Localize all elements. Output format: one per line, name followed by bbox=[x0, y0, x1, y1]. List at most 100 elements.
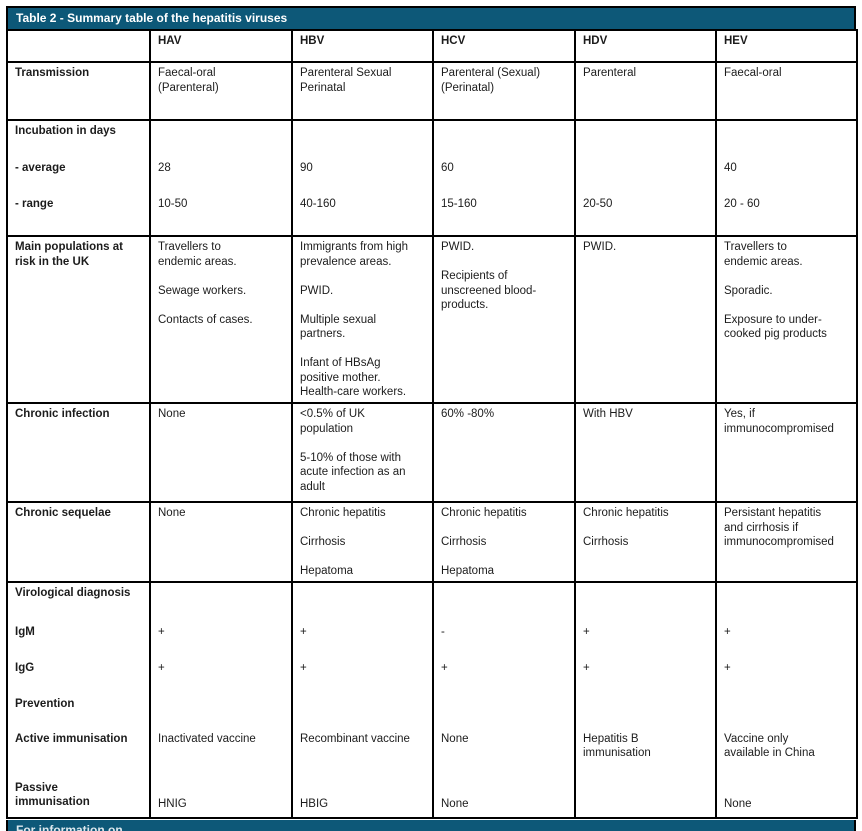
igm-hbv: + bbox=[291, 620, 434, 658]
prevention-blank-hev bbox=[715, 692, 858, 729]
igg-hbv: + bbox=[291, 656, 434, 694]
header-cell-hav: HAV bbox=[149, 29, 293, 63]
active-immunisation-hbv: Recombinant vaccine bbox=[291, 727, 434, 778]
chronic-infection-hdv: With HBV bbox=[574, 402, 717, 503]
incubation-blank-hav bbox=[149, 119, 293, 158]
passive-immunisation-hbv: HBIG bbox=[291, 776, 434, 819]
populations-hav: Travellers to endemic areas. Sewage work… bbox=[149, 235, 293, 404]
row-igg: IgG + + + + + bbox=[6, 656, 858, 694]
row-incubation-header: Incubation in days bbox=[6, 119, 858, 158]
prevention-blank-hcv bbox=[432, 692, 576, 729]
header-cell-blank bbox=[6, 29, 151, 63]
transmission-hbv: Parenteral Sexual Perinatal bbox=[291, 61, 434, 121]
incubation-range-hcv: 15-160 bbox=[432, 193, 576, 237]
active-immunisation-hcv: None bbox=[432, 727, 576, 778]
incubation-average-hbv: 90 bbox=[291, 157, 434, 194]
next-section-bar-text: For information on bbox=[16, 822, 123, 831]
transmission-hev: Faecal-oral bbox=[715, 61, 858, 121]
passive-immunisation-label: Passive immunisation bbox=[6, 776, 151, 819]
header-cell-hcv: HCV bbox=[432, 29, 576, 63]
hepatitis-summary-table: HAV HBV HCV HDV HEV Transmission Faecal-… bbox=[6, 29, 858, 819]
transmission-label: Transmission bbox=[6, 61, 151, 121]
passive-immunisation-hev: None bbox=[715, 776, 858, 819]
active-immunisation-label: Active immunisation bbox=[6, 727, 151, 778]
active-immunisation-hdv: Hepatitis B immunisation bbox=[574, 727, 717, 778]
igm-hdv: + bbox=[574, 620, 717, 658]
incubation-average-label: - average bbox=[6, 157, 151, 194]
row-populations: Main populations at risk in the UK Trave… bbox=[6, 235, 858, 404]
igg-label: IgG bbox=[6, 656, 151, 694]
chronic-sequelae-hav: None bbox=[149, 501, 293, 583]
prevention-blank-hav bbox=[149, 692, 293, 729]
incubation-blank-hcv bbox=[432, 119, 576, 158]
prevention-label: Prevention bbox=[6, 692, 151, 729]
row-prevention-header: Prevention bbox=[6, 692, 858, 729]
populations-hev: Travellers to endemic areas. Sporadic. E… bbox=[715, 235, 858, 404]
populations-hcv: PWID. Recipients of unscreened blood- pr… bbox=[432, 235, 576, 404]
prevention-blank-hbv bbox=[291, 692, 434, 729]
chronic-sequelae-hdv: Chronic hepatitis Cirrhosis bbox=[574, 501, 717, 583]
row-passive-immunisation: Passive immunisation HNIG HBIG None None bbox=[6, 776, 858, 819]
populations-hdv: PWID. bbox=[574, 235, 717, 404]
incubation-range-hev: 20 - 60 bbox=[715, 193, 858, 237]
incubation-range-label: - range bbox=[6, 193, 151, 237]
header-row: HAV HBV HCV HDV HEV bbox=[6, 29, 858, 63]
virology-blank-hbv bbox=[291, 580, 434, 622]
table-title-bar: Table 2 - Summary table of the hepatitis… bbox=[6, 6, 856, 29]
row-transmission: Transmission Faecal-oral (Parenteral) Pa… bbox=[6, 61, 858, 121]
prevention-blank-hdv bbox=[574, 692, 717, 729]
row-incubation-average: - average 28 90 60 40 bbox=[6, 157, 858, 194]
igm-hev: + bbox=[715, 620, 858, 658]
transmission-hav: Faecal-oral (Parenteral) bbox=[149, 61, 293, 121]
igg-hdv: + bbox=[574, 656, 717, 694]
incubation-blank-hbv bbox=[291, 119, 434, 158]
igm-label: IgM bbox=[6, 620, 151, 658]
active-immunisation-hev: Vaccine only available in China bbox=[715, 727, 858, 778]
row-chronic-infection: Chronic infection None <0.5% of UK popul… bbox=[6, 402, 858, 503]
incubation-blank-hdv bbox=[574, 119, 717, 158]
passive-immunisation-hcv: None bbox=[432, 776, 576, 819]
incubation-average-hdv bbox=[574, 157, 717, 194]
table-title: Table 2 - Summary table of the hepatitis… bbox=[16, 11, 288, 25]
incubation-label: Incubation in days bbox=[6, 119, 151, 158]
igg-hav: + bbox=[149, 656, 293, 694]
header-cell-hdv: HDV bbox=[574, 29, 717, 63]
chronic-infection-hbv: <0.5% of UK population 5-10% of those wi… bbox=[291, 402, 434, 503]
chronic-infection-label: Chronic infection bbox=[6, 402, 151, 503]
passive-immunisation-hav: HNIG bbox=[149, 776, 293, 819]
incubation-range-hav: 10-50 bbox=[149, 193, 293, 237]
incubation-range-hdv: 20-50 bbox=[574, 193, 717, 237]
row-virological-diagnosis: Virological diagnosis bbox=[6, 580, 858, 622]
header-cell-hbv: HBV bbox=[291, 29, 434, 63]
virology-blank-hav bbox=[149, 580, 293, 622]
next-section-bar-clipped: For information on bbox=[6, 819, 856, 831]
chronic-sequelae-hbv: Chronic hepatitis Cirrhosis Hepatoma bbox=[291, 501, 434, 583]
chronic-sequelae-label: Chronic sequelae bbox=[6, 501, 151, 583]
virology-blank-hev bbox=[715, 580, 858, 622]
virology-blank-hdv bbox=[574, 580, 717, 622]
passive-immunisation-hdv bbox=[574, 776, 717, 819]
incubation-range-hbv: 40-160 bbox=[291, 193, 434, 237]
chronic-sequelae-hcv: Chronic hepatitis Cirrhosis Hepatoma bbox=[432, 501, 576, 583]
incubation-average-hcv: 60 bbox=[432, 157, 576, 194]
chronic-infection-hev: Yes, if immunocompromised bbox=[715, 402, 858, 503]
incubation-blank-hev bbox=[715, 119, 858, 158]
row-igm: IgM + + - + + bbox=[6, 620, 858, 658]
igg-hev: + bbox=[715, 656, 858, 694]
chronic-infection-hcv: 60% -80% bbox=[432, 402, 576, 503]
row-incubation-range: - range 10-50 40-160 15-160 20-50 20 - 6… bbox=[6, 193, 858, 237]
populations-hbv: Immigrants from high prevalence areas. P… bbox=[291, 235, 434, 404]
row-chronic-sequelae: Chronic sequelae None Chronic hepatitis … bbox=[6, 501, 858, 583]
populations-label: Main populations at risk in the UK bbox=[6, 235, 151, 404]
header-cell-hev: HEV bbox=[715, 29, 858, 63]
virology-section-label: Virological diagnosis bbox=[6, 580, 151, 622]
transmission-hcv: Parenteral (Sexual) (Perinatal) bbox=[432, 61, 576, 121]
igm-hav: + bbox=[149, 620, 293, 658]
chronic-sequelae-hev: Persistant hepatitis and cirrhosis if im… bbox=[715, 501, 858, 583]
chronic-infection-hav: None bbox=[149, 402, 293, 503]
virology-blank-hcv bbox=[432, 580, 576, 622]
transmission-hdv: Parenteral bbox=[574, 61, 717, 121]
igg-hcv: + bbox=[432, 656, 576, 694]
active-immunisation-hav: Inactivated vaccine bbox=[149, 727, 293, 778]
